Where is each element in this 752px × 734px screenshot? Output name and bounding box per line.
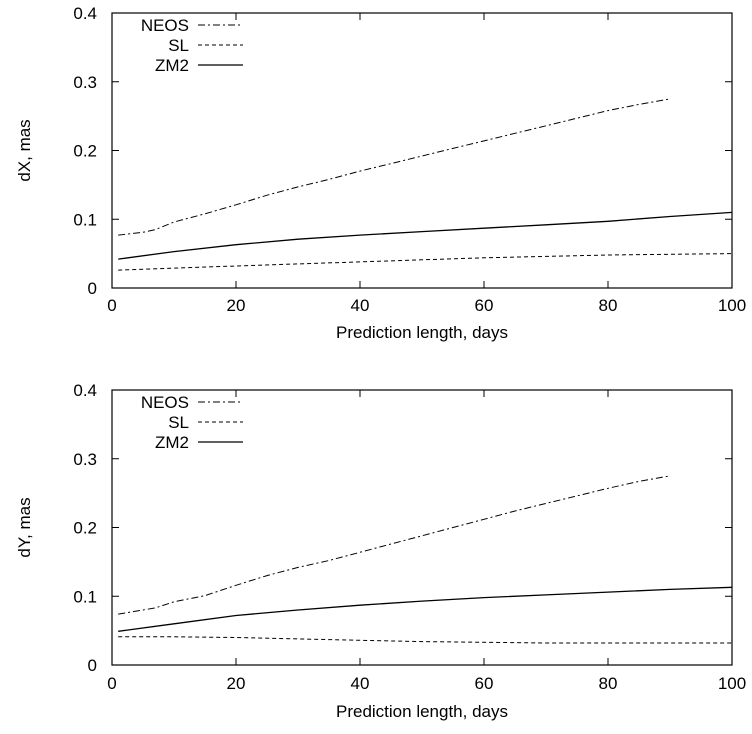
chart-2-x-axis-label: Prediction length, days — [336, 702, 508, 721]
chart-2-y-axis-label: dY, mas — [15, 497, 34, 557]
chart-1-y-axis-label: dX, mas — [15, 119, 34, 181]
chart-2-y-tick-label: 0.1 — [73, 587, 97, 606]
chart-2-x-tick-label: 60 — [475, 674, 494, 693]
chart-1-series-neos-line — [118, 98, 671, 236]
chart-2-legend-neos-label: NEOS — [141, 393, 189, 412]
chart-1-legend-zm2-label: ZM2 — [155, 56, 189, 75]
chart-2-legend-zm2-label: ZM2 — [155, 433, 189, 452]
chart-1-x-tick-label: 60 — [475, 296, 494, 315]
chart-1-legend-sl-label: SL — [168, 36, 189, 55]
chart-1-x-axis-label: Prediction length, days — [336, 323, 508, 342]
chart-2-series-neos-line — [118, 475, 671, 615]
chart-1-y-tick-label: 0.1 — [73, 210, 97, 229]
chart-1-x-tick-label: 40 — [351, 296, 370, 315]
chart-1-x-tick-label: 20 — [227, 296, 246, 315]
chart-1-y-tick-label: 0.2 — [73, 142, 97, 161]
chart-1-legend-neos-label: NEOS — [141, 16, 189, 35]
chart-2-series-zm2-line — [118, 586, 733, 632]
chart-2-y-tick-label: 0 — [88, 656, 97, 675]
chart-2-plot-frame — [111, 389, 733, 666]
chart-1-y-tick-label: 0.4 — [73, 4, 97, 23]
chart-1-series-sl-line — [118, 253, 733, 271]
chart-2-x-tick-label: 100 — [718, 674, 746, 693]
chart-2-x-tick-label: 20 — [227, 674, 246, 693]
chart-1-series-zm2-line — [118, 211, 733, 260]
chart-1-x-tick-label: 100 — [718, 296, 746, 315]
chart-2-x-tick-label: 0 — [107, 674, 116, 693]
chart-2-series-sl-line — [118, 636, 732, 644]
chart-2-y-tick-label: 0.3 — [73, 450, 97, 469]
chart-2-x-tick-label: 40 — [351, 674, 370, 693]
chart-2-y-tick-label: 0.4 — [73, 381, 97, 400]
chart-1-y-tick-label: 0.3 — [73, 73, 97, 92]
chart-2-y-tick-label: 0.2 — [73, 519, 97, 538]
chart-1-x-tick-label: 0 — [107, 296, 116, 315]
chart-1-y-tick-label: 0 — [88, 279, 97, 298]
chart-1-plot-frame — [111, 12, 733, 289]
chart-1-x-tick-label: 80 — [599, 296, 618, 315]
chart-2-legend-sl-label: SL — [168, 413, 189, 432]
chart-2-x-tick-label: 80 — [599, 674, 618, 693]
